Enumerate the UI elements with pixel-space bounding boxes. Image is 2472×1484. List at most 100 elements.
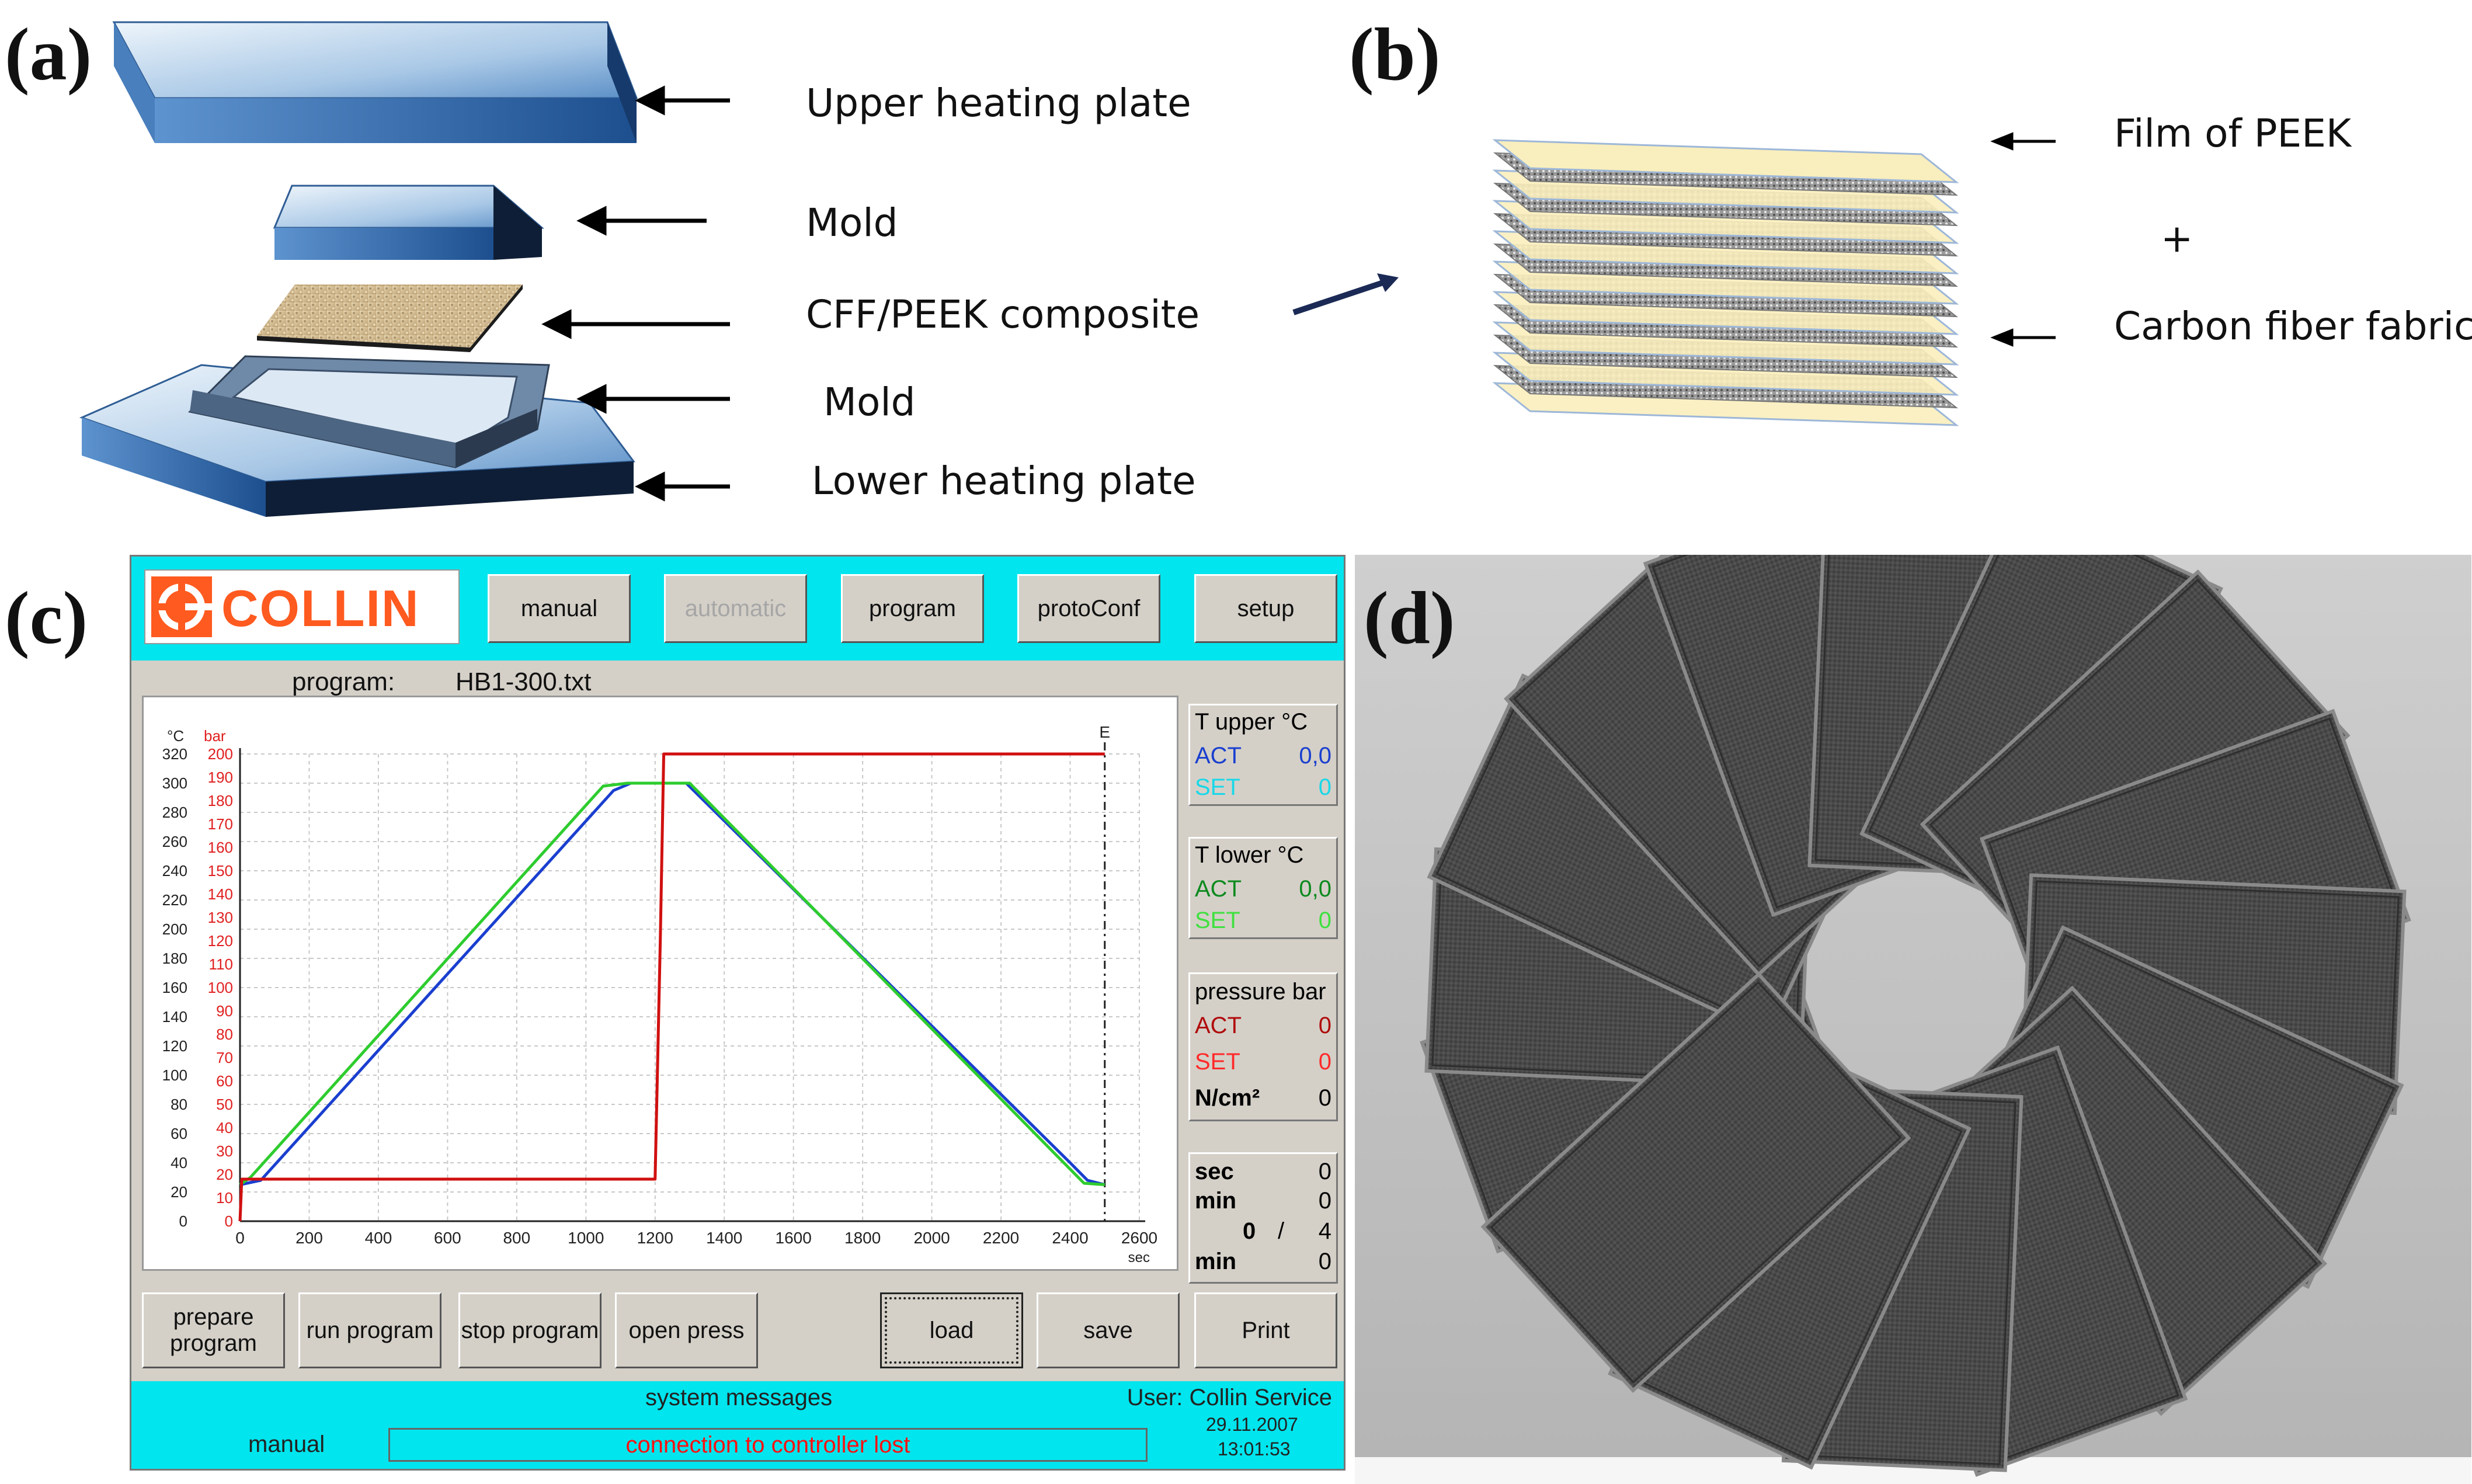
x-tick-label: 2600 [1121,1229,1157,1247]
y-left-unit: °C [167,727,184,745]
x-tick-label: 400 [365,1229,392,1247]
y-left-tick-label: 40 [171,1154,187,1172]
system-message: connection to controller lost [388,1428,1148,1462]
layup-arrows [1990,132,2056,347]
collin-logo: COLLIN [144,569,460,644]
x-tick-label: 2000 [913,1229,950,1247]
pressure-set-value: 0 [1318,1049,1331,1075]
x-tick-label: 1800 [844,1229,881,1247]
y-right-tick-label: 140 [208,885,233,903]
stop-program-button[interactable]: stop program [458,1292,602,1368]
timer-step-total: 4 [1318,1218,1331,1244]
program-file: HB1-300.txt [456,668,592,696]
setup-button[interactable]: setup [1194,574,1337,643]
y-right-tick-label: 150 [208,862,233,880]
x-tick-label: 200 [295,1229,323,1247]
peek-film-layer [1492,139,1959,183]
label-plus: + [2161,216,2193,261]
x-unit: sec [1128,1250,1150,1266]
timer-min-label: min [1195,1188,1237,1214]
x-tick-label: 0 [235,1229,245,1247]
layup-layers [1492,139,1959,426]
status-bar: system messages User: Collin Service man… [131,1381,1344,1469]
protoconf-button[interactable]: protoConf [1017,574,1160,643]
y-left-tick-label: 320 [162,745,187,763]
pressure-title: pressure bar [1195,979,1326,1005]
program-button[interactable]: program [841,574,984,643]
y-left-tick-label: 220 [162,891,187,909]
status-time: 13:01:53 [1218,1438,1291,1459]
label-upper-heating-plate: Upper heating plate [806,81,1191,126]
t-upper-set-value: 0 [1318,774,1331,800]
y-right-tick-label: 110 [209,955,233,973]
layup-diagram [1292,132,2056,426]
y-left-tick-label: 0 [179,1212,187,1230]
status-date: 29.11.2007 [1206,1414,1298,1435]
label-lower-heating-plate: Lower heating plate [812,458,1196,503]
y-right-tick-label: 20 [216,1166,233,1183]
y-left-tick-label: 280 [162,804,187,821]
y-right-unit: bar [204,727,226,745]
composite-plate [1480,972,1911,1393]
label-arrows [541,85,730,502]
pressure-ncm-label: N/cm² [1195,1085,1260,1111]
label-composite: CFF/PEEK composite [806,292,1200,337]
samples-photo-svg [1355,555,2471,1484]
t-lower-set-value: 0 [1318,908,1331,933]
pressure-ncm-value: 0 [1318,1085,1331,1111]
label-mold-bottom: Mold [823,380,916,425]
y-right-tick-label: 100 [208,979,233,996]
y-right-tick-label: 50 [216,1096,233,1113]
y-right-tick-label: 120 [208,932,233,950]
timer-min2-label: min [1195,1249,1237,1274]
y-right-tick-label: 10 [216,1189,233,1207]
y-left-tick-label: 180 [162,950,187,967]
y-right-tick-label: 70 [216,1049,233,1066]
system-messages-label: system messages [645,1385,833,1410]
upper-heating-plate [112,21,638,143]
t-lower-set-label: SET [1195,908,1240,933]
program-chart: 0 200 400 600 800 1000 1200 1400 1600 1800 2000 220… [142,696,1178,1271]
label-carbon-fiber-fabric: Carbon fiber fabric [2114,304,2472,349]
t-lower-title: T lower °C [1195,842,1304,868]
x-tick-label: 600 [434,1229,461,1247]
pressure-box: pressure bar ACT 0 SET 0 N/cm² 0 [1188,972,1338,1121]
bottom-mold [187,355,550,468]
y-left-tick-label: 60 [171,1125,187,1142]
timer-sec-label: sec [1195,1159,1234,1184]
save-button[interactable]: save [1037,1292,1180,1368]
t-upper-box: T upper °C ACT 0,0 SET 0 [1188,704,1338,806]
timer-box: sec 0 min 0 0 / 4 min 0 [1188,1152,1338,1284]
load-button[interactable]: load [880,1292,1023,1368]
open-press-button[interactable]: open press [615,1292,758,1368]
y-right-tick-label: 80 [216,1026,233,1043]
collin-logo-icon [151,576,212,637]
y-left-tick-label: 100 [162,1066,187,1084]
panel-c-letter: (c) [5,576,88,659]
mode-label: manual [248,1431,325,1457]
y-right-tick-label: 90 [216,1002,233,1020]
collin-logo-text: COLLIN [221,579,420,637]
run-program-button[interactable]: run program [298,1292,441,1368]
y-right-tick-label: 170 [208,815,233,833]
timer-step-separator: / [1278,1218,1285,1244]
print-button[interactable]: Print [1194,1292,1337,1368]
t-lower-act-label: ACT [1195,876,1242,902]
t-lower-act-value: 0,0 [1299,876,1331,902]
y-right-tick-label: 0 [225,1212,233,1230]
t-lower-box: T lower °C ACT 0,0 SET 0 [1188,837,1338,939]
y-left-tick-label: 300 [162,774,187,792]
x-tick-label: 1600 [776,1229,812,1247]
x-tick-label: 800 [503,1229,530,1247]
y-right-tick-label: 200 [208,745,233,763]
automatic-button[interactable]: automatic [664,574,807,643]
direction-arrow [1292,273,1399,315]
series-line-0 [239,781,1105,1186]
prepare-program-button[interactable]: prepare program [142,1292,285,1368]
timer-min2-value: 0 [1318,1249,1331,1274]
y-right-tick-label: 190 [208,769,233,786]
t-upper-act-label: ACT [1195,743,1242,769]
t-upper-act-value: 0,0 [1299,743,1331,769]
manual-button[interactable]: manual [488,574,631,643]
y-right-tick-label: 40 [216,1119,233,1137]
